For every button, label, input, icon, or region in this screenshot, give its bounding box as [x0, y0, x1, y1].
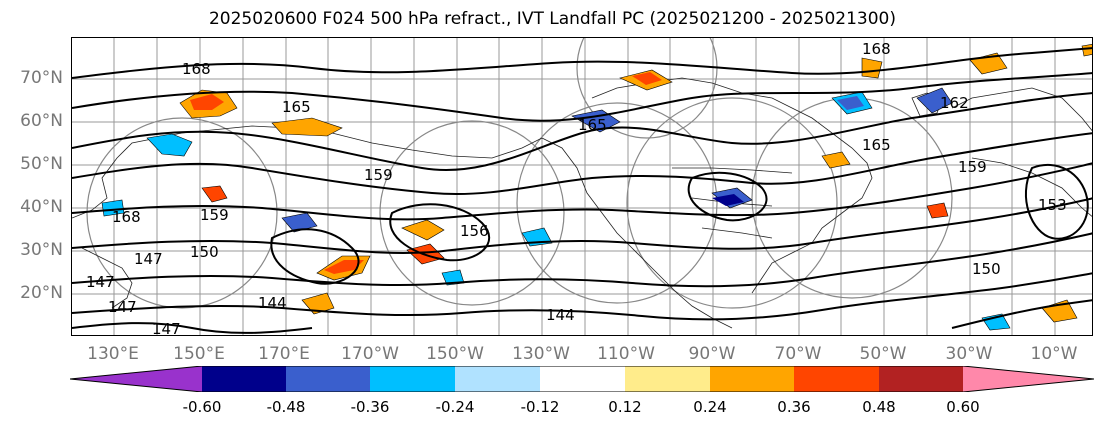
colorbar-segment [370, 366, 455, 392]
colorbar-extend-low [70, 366, 202, 392]
colorbar-segment [794, 366, 879, 392]
contour-label: 159 [200, 206, 229, 224]
colorbar-tick: 0.24 [693, 398, 727, 416]
lat-label: 60°N [20, 111, 63, 131]
anomaly-shading [101, 44, 1092, 331]
contour-label: 162 [940, 94, 969, 112]
graticule [72, 38, 1092, 335]
contour-label: 144 [546, 306, 575, 324]
height-contours [72, 47, 1092, 334]
contour-label: 150 [972, 260, 1001, 278]
lon-label: 70°W [774, 344, 822, 364]
lon-label: 110°W [597, 344, 655, 364]
colorbar-segment [455, 366, 540, 392]
lat-label: 50°N [20, 154, 63, 174]
lon-label: 170°E [258, 344, 310, 364]
contour-label: 147 [108, 298, 137, 316]
contour-label: 147 [86, 273, 115, 291]
colorbar-tick: -0.12 [520, 398, 560, 416]
colorbar-segment [879, 366, 963, 392]
contour-label: 153 [1038, 196, 1067, 214]
contour-label-group: 168 165 159 168 159 147 150 144 147 144 … [86, 40, 1067, 336]
contour-label: 165 [862, 136, 891, 154]
colorbar-extend-high [963, 366, 1094, 392]
colorbar-segment [540, 366, 625, 392]
contour-label: 165 [282, 98, 311, 116]
contour-label: 156 [460, 222, 489, 240]
contour-label: 147 [134, 250, 163, 268]
lat-label: 40°N [20, 197, 63, 217]
map-title: 2025020600 F024 500 hPa refract., IVT La… [208, 9, 896, 29]
contour-label: 159 [364, 166, 393, 184]
lat-label: 70°N [20, 68, 63, 88]
lat-label: 20°N [20, 283, 63, 303]
lon-label: 170°W [341, 344, 399, 364]
coastlines [72, 77, 1092, 329]
lon-label: 130°E [87, 344, 139, 364]
lon-label: 150°W [426, 344, 484, 364]
lon-label: 30°W [945, 344, 993, 364]
lon-label: 90°W [688, 344, 736, 364]
colorbar-tick: 0.48 [862, 398, 896, 416]
colorbar-tick: -0.48 [266, 398, 306, 416]
lon-label: 150°E [173, 344, 225, 364]
map-canvas: 168 165 159 168 159 147 150 144 147 144 … [72, 38, 1092, 336]
colorbar-tick: -0.24 [435, 398, 475, 416]
colorbar-tick: 0.36 [777, 398, 811, 416]
contour-label: 168 [112, 208, 141, 226]
colorbar-tick: -0.36 [350, 398, 390, 416]
contour-label: 150 [190, 243, 219, 261]
contour-label: 165 [578, 116, 607, 134]
lon-label: 50°W [859, 344, 907, 364]
map-panel: 168 165 159 168 159 147 150 144 147 144 … [71, 37, 1093, 336]
colorbar-tick: 0.60 [946, 398, 980, 416]
contour-label: 159 [958, 158, 987, 176]
colorbar-segment [286, 366, 370, 392]
lon-label: 130°W [512, 344, 570, 364]
contour-label: 144 [258, 294, 287, 312]
contour-label: 168 [862, 40, 891, 58]
colorbar [70, 366, 1094, 392]
colorbar-tick: -0.60 [182, 398, 222, 416]
contour-label: 147 [152, 320, 181, 336]
colorbar-segment [710, 366, 794, 392]
colorbar-tick: 0.12 [608, 398, 642, 416]
colorbar-segment [202, 366, 286, 392]
lat-label: 30°N [20, 240, 63, 260]
contour-label: 168 [182, 60, 211, 78]
lon-label: 10°W [1030, 344, 1078, 364]
range-rings [86, 38, 953, 309]
colorbar-segment [625, 366, 710, 392]
